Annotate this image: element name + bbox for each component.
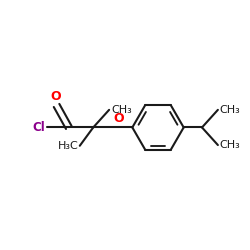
Text: CH₃: CH₃ — [111, 105, 132, 115]
Text: CH₃: CH₃ — [220, 105, 240, 115]
Text: H₃C: H₃C — [58, 141, 78, 151]
Text: O: O — [50, 90, 61, 104]
Text: O: O — [114, 112, 124, 125]
Text: CH₃: CH₃ — [220, 140, 240, 150]
Text: Cl: Cl — [33, 121, 46, 134]
